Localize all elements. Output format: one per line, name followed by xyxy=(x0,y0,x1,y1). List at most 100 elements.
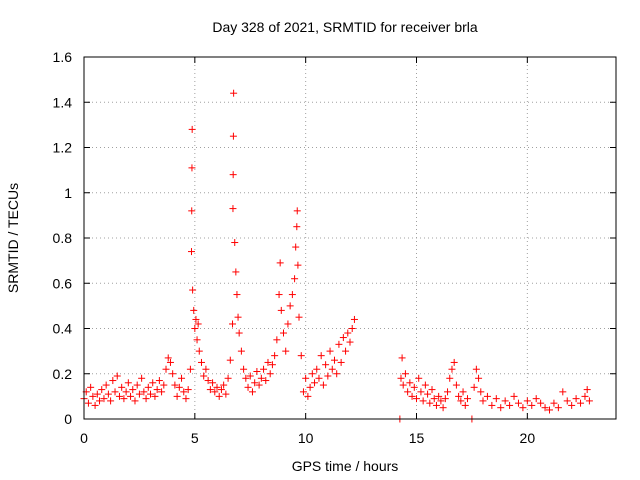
data-point xyxy=(275,291,283,299)
data-point xyxy=(577,399,585,407)
data-point xyxy=(257,374,265,382)
data-point xyxy=(514,399,522,407)
x-tick-label: 5 xyxy=(191,430,199,446)
data-point xyxy=(192,315,200,323)
data-point xyxy=(89,392,97,400)
data-point xyxy=(457,397,465,405)
data-point xyxy=(264,358,272,366)
data-point xyxy=(224,374,232,382)
data-point xyxy=(138,374,146,382)
data-point xyxy=(585,397,593,405)
data-point xyxy=(240,365,248,373)
data-point xyxy=(344,329,352,337)
data-point xyxy=(266,370,274,378)
data-point xyxy=(324,372,332,380)
data-point xyxy=(100,395,108,403)
data-point xyxy=(441,395,449,403)
data-point xyxy=(428,386,436,394)
data-point xyxy=(337,358,345,366)
data-point xyxy=(282,347,290,355)
data-point xyxy=(149,379,157,387)
data-point xyxy=(335,340,343,348)
data-point xyxy=(330,356,338,364)
chart-title: Day 328 of 2021, SRMTID for receiver brl… xyxy=(212,19,478,35)
y-tick-label: 0.6 xyxy=(53,275,73,291)
data-point xyxy=(479,397,487,405)
data-point xyxy=(193,336,201,344)
data-point xyxy=(294,261,302,269)
data-point xyxy=(124,379,132,387)
data-point xyxy=(413,395,420,403)
data-point xyxy=(140,388,148,396)
data-point xyxy=(506,401,514,409)
data-point xyxy=(151,392,159,400)
data-point xyxy=(188,125,196,133)
data-point xyxy=(306,383,314,391)
data-point xyxy=(229,132,237,140)
data-point xyxy=(233,291,241,299)
data-point xyxy=(260,365,268,373)
data-point xyxy=(162,365,170,373)
data-point xyxy=(129,386,137,394)
data-point xyxy=(109,377,117,385)
data-point xyxy=(430,395,438,403)
y-tick-label: 0.8 xyxy=(53,230,73,246)
data-point xyxy=(293,223,301,231)
data-point xyxy=(583,386,591,394)
data-point xyxy=(291,275,299,283)
data-points xyxy=(80,89,593,423)
data-point xyxy=(419,397,427,405)
y-tick-label: 1.2 xyxy=(53,140,73,156)
data-point xyxy=(397,374,405,382)
data-point xyxy=(277,306,285,314)
data-point xyxy=(229,320,237,328)
data-point xyxy=(98,386,106,394)
data-point xyxy=(459,388,467,396)
data-point xyxy=(280,329,287,337)
data-point xyxy=(444,388,452,396)
data-point xyxy=(293,207,301,215)
data-point xyxy=(488,401,496,409)
data-point xyxy=(93,390,101,398)
data-point xyxy=(326,347,334,355)
data-point xyxy=(415,374,423,382)
data-point xyxy=(229,171,237,179)
x-tick-label: 15 xyxy=(409,430,425,446)
x-tick-label: 0 xyxy=(80,430,88,446)
data-point xyxy=(523,397,531,405)
y-tick-label: 0 xyxy=(64,411,72,427)
data-point xyxy=(158,388,166,396)
data-point xyxy=(188,248,196,256)
data-point xyxy=(519,404,527,412)
data-point xyxy=(541,404,549,412)
data-point xyxy=(242,374,250,382)
y-axis-label: SRMTID / TECUs xyxy=(5,183,21,293)
data-point xyxy=(404,388,412,396)
data-point xyxy=(311,379,319,387)
data-point xyxy=(178,374,186,382)
y-tick-label: 0.2 xyxy=(53,366,73,382)
data-point xyxy=(271,352,279,360)
data-point xyxy=(160,381,168,389)
tick-labels: 0 0.2 0.4 0.6 0.8 1 1.2 1.4 1.6 0 5 10 15 20 xyxy=(53,49,616,446)
data-point xyxy=(288,291,296,299)
data-point xyxy=(234,313,242,321)
data-point xyxy=(197,358,205,366)
data-point xyxy=(262,377,270,385)
data-point xyxy=(455,392,463,400)
data-point xyxy=(346,338,354,346)
data-point xyxy=(432,401,440,409)
data-point xyxy=(217,386,225,394)
data-point xyxy=(96,397,104,405)
data-point xyxy=(417,388,425,396)
data-point xyxy=(188,207,196,215)
data-point xyxy=(107,397,115,405)
data-point xyxy=(408,392,416,400)
data-point xyxy=(173,392,181,400)
data-point xyxy=(220,381,228,389)
data-point xyxy=(497,404,505,412)
data-point xyxy=(463,395,471,403)
data-point xyxy=(315,374,323,382)
x-tick-label: 20 xyxy=(520,430,536,446)
data-point xyxy=(426,399,434,407)
